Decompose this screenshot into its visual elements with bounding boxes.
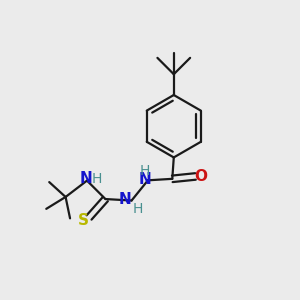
Text: S: S [78,213,89,228]
Text: O: O [194,169,207,184]
Text: H: H [91,172,102,186]
Text: H: H [140,164,150,178]
Text: N: N [79,171,92,186]
Text: N: N [119,191,131,206]
Text: N: N [139,172,151,187]
Text: H: H [132,202,143,216]
